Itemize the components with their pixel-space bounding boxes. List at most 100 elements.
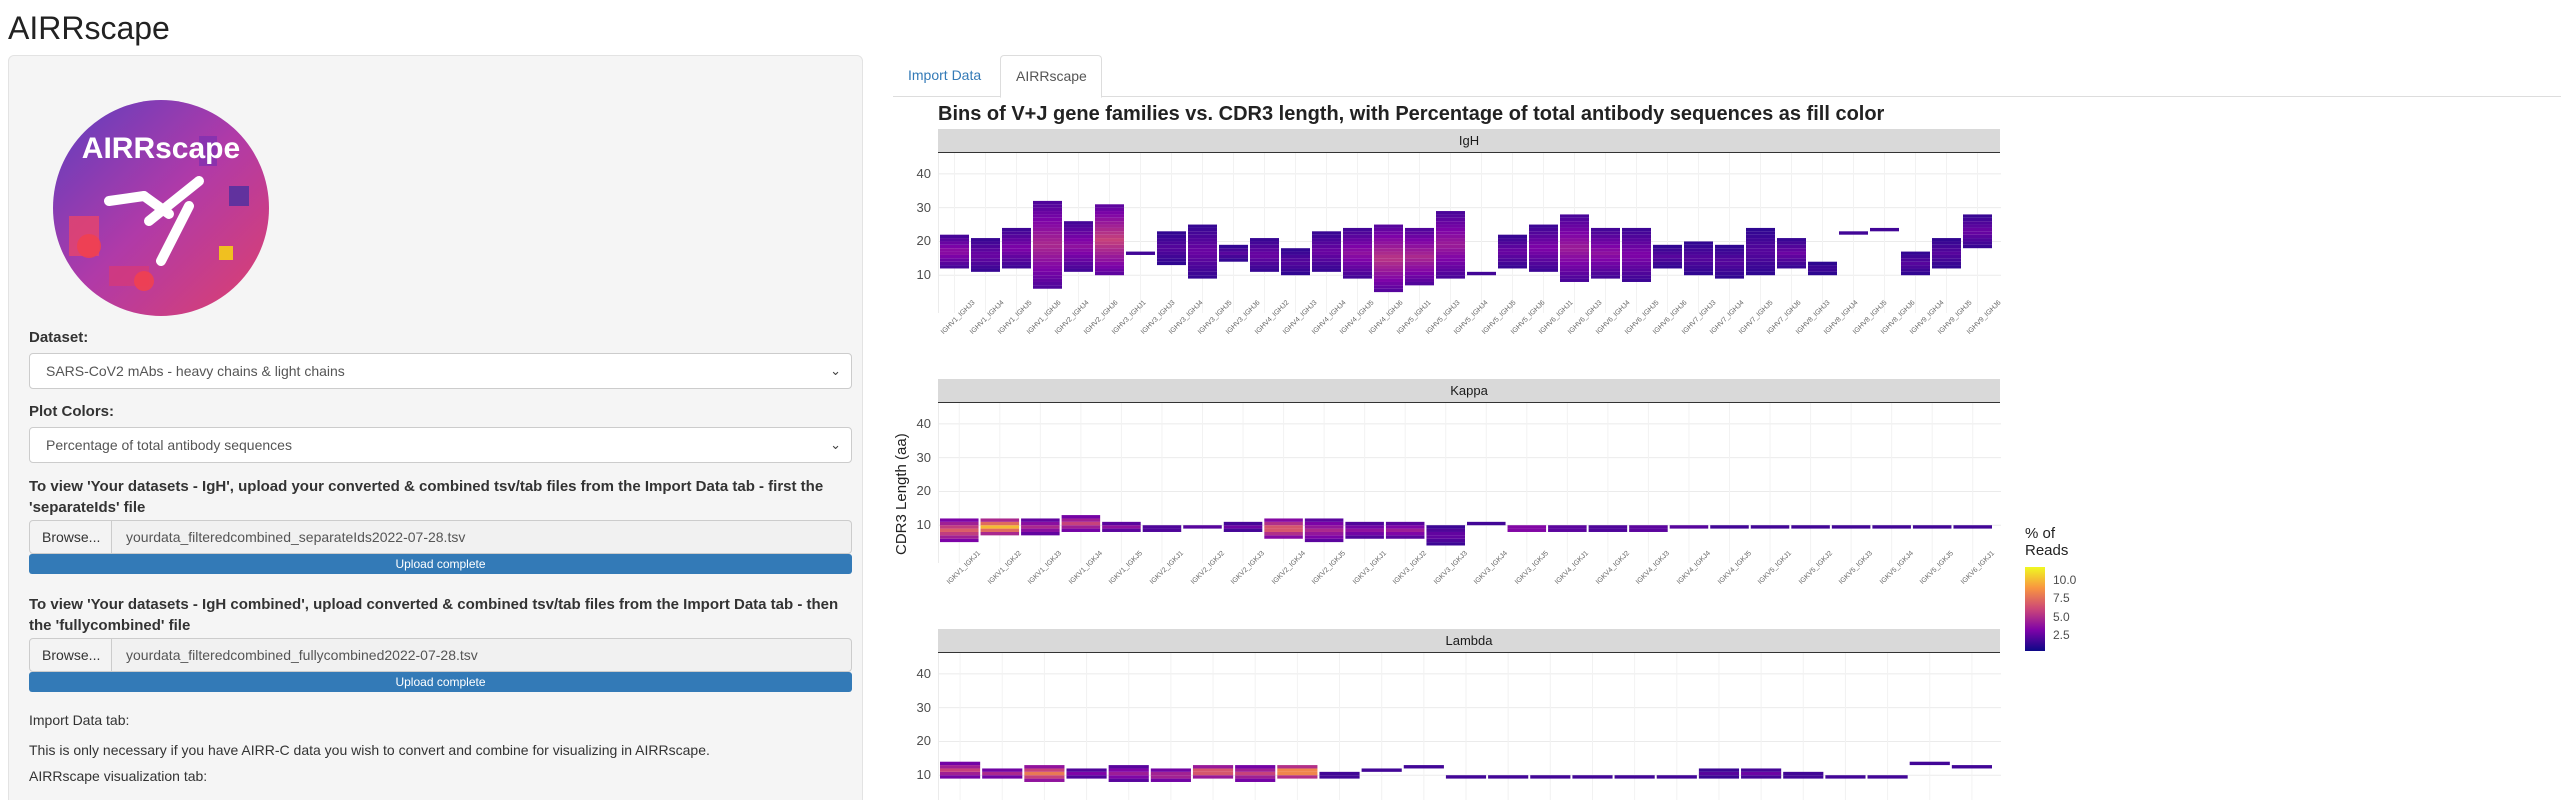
heatmap-cell [1374,254,1403,259]
heatmap-cell [1188,261,1217,266]
heatmap-cell [1108,775,1149,779]
heatmap-cell [1529,238,1558,242]
app-title: AIRRscape [8,10,170,46]
heatmap-cell [1488,775,1529,779]
heatmap-cell [1061,515,1101,519]
heatmap-cell [1426,528,1465,532]
heatmap-cell [1095,251,1124,255]
heatmap-cell [1467,271,1496,276]
tab-airrscape[interactable]: AIRRscape [1000,55,1102,98]
heatmap-cell [1498,254,1527,259]
heatmap-cell [1591,244,1620,249]
heatmap-cell [940,254,969,259]
heatmap-cell [1250,248,1279,252]
dataset-select[interactable]: SARS-CoV2 mAbs - heavy chains & light ch… [29,353,852,389]
heatmap-cell [1002,231,1031,235]
heatmap-cell [1343,234,1372,239]
heatmap-cell [1374,278,1403,282]
upload2-browse-button[interactable]: Browse... [29,638,112,672]
heatmap-cell [1750,525,1790,529]
heatmap-cell [1108,771,1149,776]
heatmap-cell [1529,234,1558,239]
heatmap-cell [1188,268,1217,272]
heatmap-cell [1064,241,1093,245]
heatmap-cell [1095,241,1124,245]
heatmap-cell [1281,254,1310,259]
heatmap-cell [1560,217,1589,222]
heatmap-cell [1264,525,1303,529]
heatmap-cell [1777,258,1806,262]
upload2-file-name: yourdata_filteredcombined_fullycombined2… [112,638,852,672]
heatmap-cell [940,521,979,526]
heatmap-cell [1436,221,1465,225]
heatmap-cell [1560,261,1589,266]
heatmap-cell [1746,258,1775,262]
heatmap-cell [1808,268,1837,272]
heatmap-cell [1021,518,1060,522]
heatmap-cell [1963,227,1992,232]
heatmap-cell [982,771,1023,776]
heatmap-cell [1777,254,1806,259]
heatmap-cell [1361,768,1402,772]
heatmap-cell [1095,204,1124,208]
heatmap-cell [1033,248,1062,252]
heatmap-cell [1932,248,1961,252]
heatmap-cell [1385,531,1425,536]
heatmap-cell [1033,224,1062,228]
heatmap-cell [1066,775,1107,779]
heatmap-cell [1529,244,1558,249]
heatmap-cell [1622,258,1651,262]
heatmap-cell [1374,231,1403,235]
heatmap-cell [971,248,1000,252]
heatmap-cell [1653,244,1682,249]
heatmap-cell [1188,227,1217,232]
heatmap-cell [1126,251,1155,255]
heatmap-cell [1622,261,1651,266]
heatmap-cell [1064,224,1093,228]
heatmap-cell [1343,265,1372,269]
heatmap-cell [1343,241,1372,245]
heatmap-cell [1312,238,1341,242]
viz-heading: AIRRscape visualization tab: [29,768,208,784]
plot-colors-select[interactable]: Percentage of total antibody sequences ⌄ [29,427,852,463]
heatmap-cell [1192,765,1234,769]
logo-text: AIRRscape [82,132,240,165]
heatmap-cell [971,258,1000,262]
upload1-file-input[interactable]: Browse... yourdata_filteredcombined_sepa… [29,520,852,554]
heatmap-cell [1304,525,1344,529]
heatmap-cell [1108,765,1149,769]
plot-area: Bins of V+J gene families vs. CDR3 lengt… [893,97,2561,800]
heatmap-cell [1188,271,1217,276]
heatmap-cell [1560,244,1589,249]
upload2-file-input[interactable]: Browse... yourdata_filteredcombined_full… [29,638,852,672]
heatmap-cell [1777,248,1806,252]
plot-title: Bins of V+J gene families vs. CDR3 lengt… [938,103,1885,125]
heatmap-cell [1319,771,1360,776]
heatmap-cell [1312,251,1341,255]
heatmap-cell [1150,775,1191,779]
heatmap-cell [1024,778,1065,782]
heatmap-cell [1374,234,1403,239]
heatmap-cell [1436,214,1465,218]
heatmap-cell [1560,251,1589,255]
heatmap-cell [1963,217,1992,222]
heatmap-cell [1783,775,1824,779]
heatmap-cell [1560,214,1589,218]
heatmap-cell [1343,227,1372,232]
facet-strip-igh: IgH [938,129,2000,153]
upload1-browse-button[interactable]: Browse... [29,520,112,554]
heatmap-cell [1374,281,1403,286]
tab-import-data[interactable]: Import Data [908,67,982,83]
heatmap-cell [1710,525,1749,529]
heatmap-cell [1808,261,1837,266]
y-tick-label: 20 [916,733,931,749]
plot-colors-select-value: Percentage of total antibody sequences [46,437,292,453]
heatmap-cell [1932,241,1961,245]
heatmap-cell [1002,251,1031,255]
heatmap-cell [1684,251,1713,255]
heatmap-cell [1374,227,1403,232]
dataset-label: Dataset: [29,329,89,346]
heatmap-cell [1183,525,1222,529]
heatmap-cell [1622,278,1651,282]
heatmap-cell [1095,231,1124,235]
